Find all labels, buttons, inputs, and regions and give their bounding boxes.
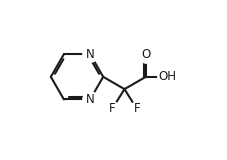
Text: F: F bbox=[133, 102, 140, 115]
Text: F: F bbox=[109, 102, 116, 115]
Text: OH: OH bbox=[158, 70, 176, 83]
Text: N: N bbox=[86, 93, 94, 106]
Text: O: O bbox=[141, 48, 151, 61]
Text: N: N bbox=[86, 48, 94, 61]
